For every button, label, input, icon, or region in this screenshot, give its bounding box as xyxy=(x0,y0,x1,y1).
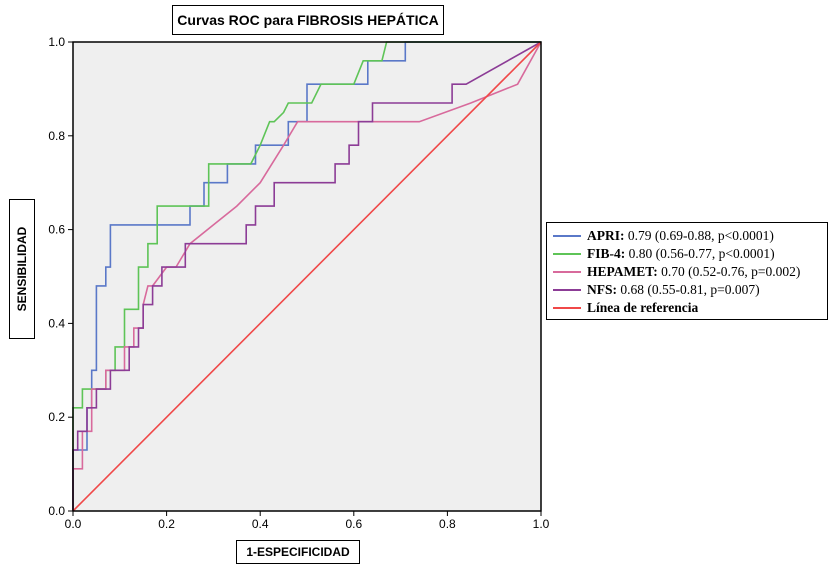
legend-item-nfs: NFS: 0.68 (0.55-0.81, p=0.007) xyxy=(553,281,827,299)
chart-title: Curvas ROC para FIBROSIS HEPÁTICA xyxy=(172,5,444,35)
legend-value-nfs: 0.68 (0.55-0.81, p=0.007) xyxy=(617,282,760,297)
legend-name-reference: Línea de referencia xyxy=(587,300,699,315)
legend-item-apri: APRI: 0.79 (0.69-0.88, p<0.0001) xyxy=(553,227,827,245)
legend: APRI: 0.79 (0.69-0.88, p<0.0001) FIB-4: … xyxy=(546,222,828,320)
y-tick-label: 0.8 xyxy=(48,129,65,143)
legend-name-apri: APRI: xyxy=(587,228,625,243)
legend-item-reference: Línea de referencia xyxy=(553,299,827,317)
x-axis-label: 1-ESPECIFICIDAD xyxy=(236,540,360,564)
y-tick-label: 0.4 xyxy=(48,316,65,330)
y-axis-label: SENSIBILIDAD xyxy=(15,226,29,312)
legend-swatch-reference xyxy=(553,307,581,309)
x-tick-label: 0.4 xyxy=(252,517,269,531)
series-line-ref xyxy=(72,41,542,512)
legend-value-hepamet: 0.70 (0.52-0.76, p=0.002) xyxy=(657,264,801,279)
legend-swatch-nfs xyxy=(553,289,581,291)
y-tick-label: 1.0 xyxy=(48,35,65,49)
legend-swatch-hepamet xyxy=(553,271,581,273)
series-line-hepamet xyxy=(72,41,542,511)
y-tick-label: 0.6 xyxy=(48,223,65,237)
legend-value-apri: 0.79 (0.69-0.88, p<0.0001) xyxy=(624,228,774,243)
legend-item-hepamet: HEPAMET: 0.70 (0.52-0.76, p=0.002) xyxy=(553,263,827,281)
legend-item-fib4: FIB-4: 0.80 (0.56-0.77, p<0.0001) xyxy=(553,245,827,263)
x-tick-label: 0.0 xyxy=(65,517,82,531)
x-tick-label: 1.0 xyxy=(533,517,550,531)
series-line-apri xyxy=(72,41,541,511)
legend-name-nfs: NFS: xyxy=(587,282,617,297)
legend-value-fib4: 0.80 (0.56-0.77, p<0.0001) xyxy=(625,246,775,261)
y-tick-label: 0.2 xyxy=(48,410,65,424)
series-line-nfs xyxy=(72,41,542,511)
x-tick-label: 0.2 xyxy=(158,517,175,531)
legend-name-hepamet: HEPAMET: xyxy=(587,264,658,279)
y-tick-label: 0.0 xyxy=(48,504,65,518)
legend-swatch-apri xyxy=(553,235,581,237)
x-tick-label: 0.6 xyxy=(345,517,362,531)
plot-frame xyxy=(72,41,542,512)
legend-name-fib4: FIB-4: xyxy=(587,246,626,261)
series-layer xyxy=(72,41,542,512)
x-tick-label: 0.8 xyxy=(439,517,456,531)
axis-ticks: 0.0 0.2 0.4 0.6 0.8 1.0 0.0 0.2 0.4 0.6 0.8 1.0 xyxy=(48,35,549,531)
legend-swatch-fib4 xyxy=(553,253,581,255)
y-axis-label-box: SENSIBILIDAD xyxy=(9,199,35,339)
